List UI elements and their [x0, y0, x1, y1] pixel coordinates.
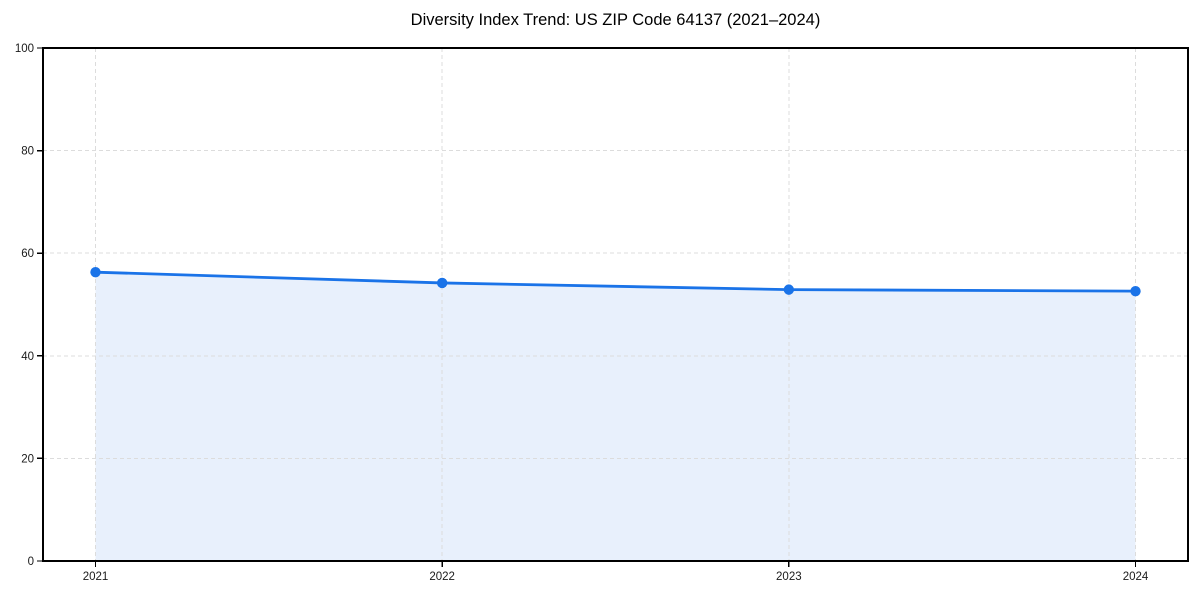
x-tick-label: 2022	[429, 571, 455, 583]
data-point	[783, 284, 795, 295]
y-tick-label: 100	[15, 43, 34, 55]
x-tick-label: 2021	[83, 571, 109, 583]
trend-line	[94, 270, 1137, 293]
area-fill	[95, 272, 1136, 561]
y-tick-label: 20	[21, 453, 34, 465]
data-point	[90, 266, 101, 278]
y-tick-label: 40	[21, 351, 34, 363]
plot-box-spines	[42, 47, 1189, 562]
x-tick-label: 2023	[776, 571, 802, 583]
chart-title: Diversity Index Trend: US ZIP Code 64137…	[410, 11, 821, 29]
y-tick-label: 80	[21, 146, 34, 158]
x-tick-label: 2024	[1123, 571, 1149, 583]
y-tick-label: 0	[28, 556, 34, 568]
data-point	[1130, 285, 1141, 297]
data-point	[436, 277, 448, 289]
y-tick-label: 60	[21, 248, 34, 260]
